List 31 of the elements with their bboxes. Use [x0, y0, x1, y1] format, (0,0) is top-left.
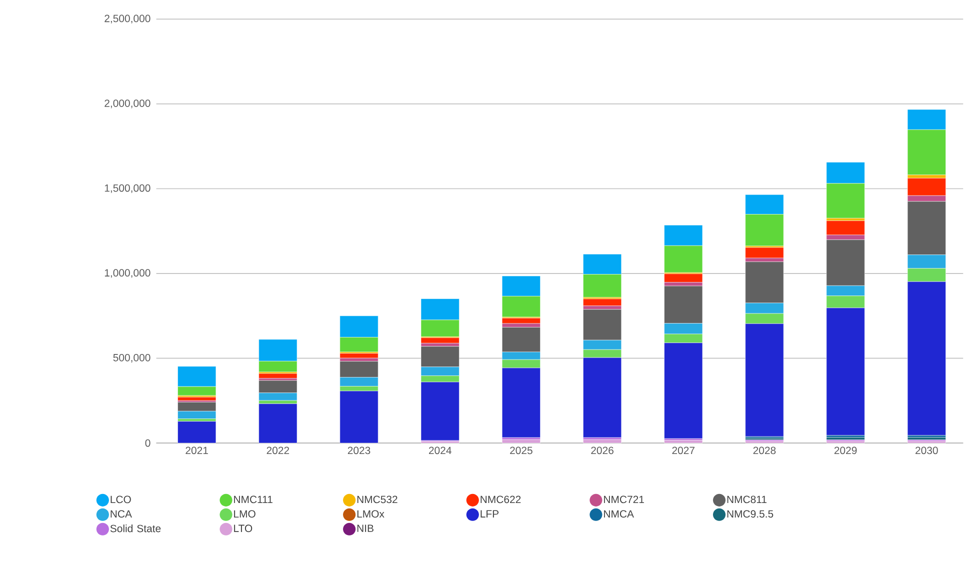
x-tick-label: 2025 [510, 446, 532, 454]
legend-label: NMC111 [234, 496, 272, 504]
legend-label: NMC622 [480, 496, 521, 504]
x-tick-label: 2026 [591, 446, 614, 454]
x-tick-label: 2030 [916, 446, 938, 454]
x-tick-label: 2027 [672, 446, 694, 454]
y-tick-label: 2,000,000 [104, 99, 150, 108]
legend-label: LMOx [357, 510, 384, 518]
y-tick-label: 1,000,000 [104, 269, 150, 278]
legend-label: NCA [110, 510, 132, 518]
legend-label: LFP [480, 510, 499, 518]
y-tick-label: 2,500,000 [104, 14, 150, 24]
y-tick-label: 0 [145, 439, 150, 447]
legend-label: NIB [357, 524, 374, 532]
x-tick-label: 2028 [753, 446, 776, 454]
legend-label: Solid State [110, 524, 161, 532]
legend-label: NMCA [604, 510, 634, 518]
x-tick-label: 2021 [186, 446, 208, 454]
x-tick-label: 2023 [348, 446, 370, 454]
x-tick-label: 2029 [834, 446, 857, 454]
legend-label: NMC532 [357, 496, 398, 504]
y-tick-label: 1,500,000 [104, 184, 150, 193]
x-tick-label: 2022 [266, 446, 290, 454]
legend-label: NMC811 [727, 496, 766, 504]
legend-label: NMC9.5.5 [727, 510, 774, 518]
legend-label: LMO [234, 510, 256, 518]
legend-label: LTO [234, 524, 252, 532]
legend-label: LCO [110, 496, 131, 504]
x-tick-label: 2024 [428, 446, 452, 454]
y-tick-label: 500,000 [113, 354, 150, 362]
legend-label: NMC721 [604, 496, 644, 504]
